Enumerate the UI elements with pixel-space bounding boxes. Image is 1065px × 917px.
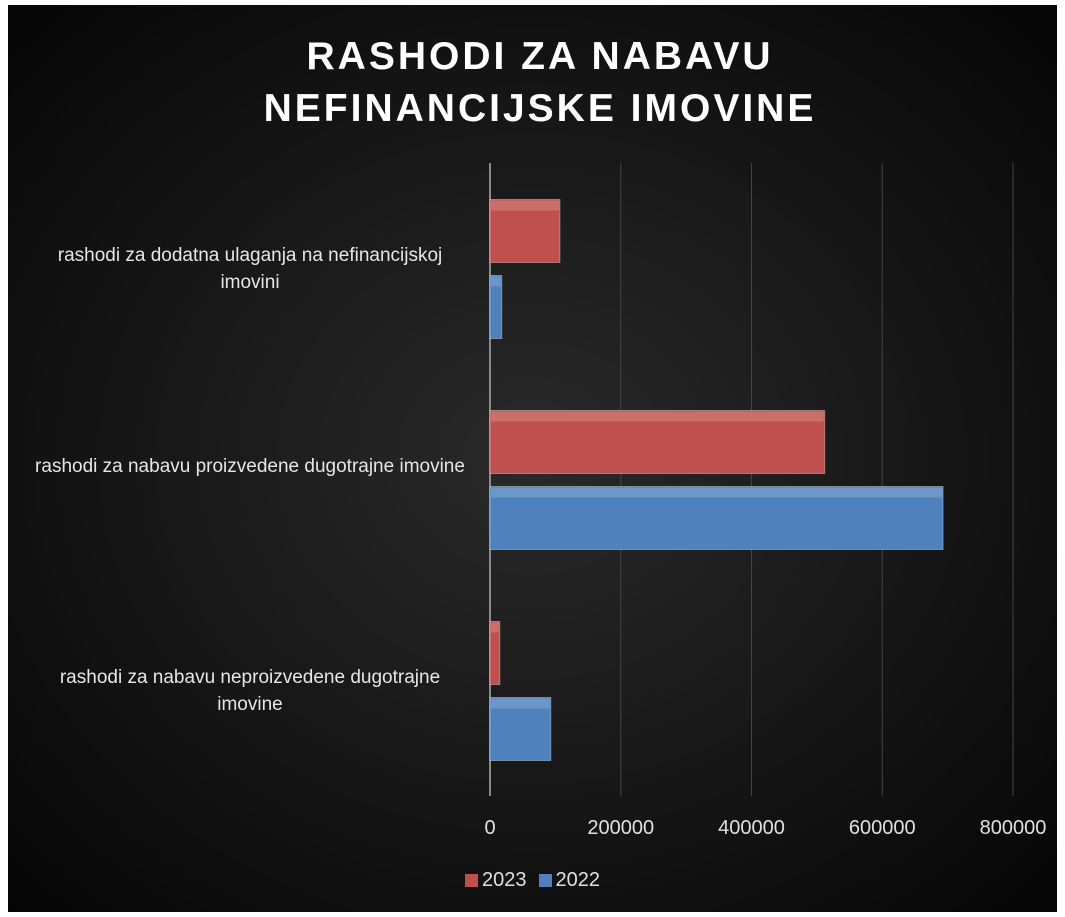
- category-label: rashodi za nabavu proizvedene dugotrajne…: [35, 455, 465, 477]
- legend-item: 2022: [538, 869, 601, 892]
- bar: [489, 486, 944, 550]
- bar-highlight: [491, 200, 559, 211]
- chart: RASHODI ZA NABAVU NEFINANCIJSKE IMOVINE …: [8, 5, 1057, 912]
- bar-highlight: [491, 411, 824, 422]
- legend-swatch: [465, 874, 478, 887]
- category-label: rashodi za dodatna ulaganja na nefinanci…: [57, 244, 443, 293]
- legend-swatch: [538, 874, 552, 887]
- x-tick-label: 200000: [587, 817, 655, 839]
- bar: [489, 697, 552, 761]
- bar-highlight: [491, 622, 499, 633]
- legend: 2023 2022: [8, 869, 1057, 892]
- bar-highlight: [491, 487, 943, 498]
- plot-area: [489, 163, 1014, 796]
- legend-label: 2023: [482, 869, 527, 891]
- legend-label: 2022: [555, 869, 601, 891]
- chart-title: RASHODI ZA NABAVU NEFINANCIJSKE IMOVINE: [263, 35, 817, 130]
- x-tick-label: 800000: [979, 817, 1047, 839]
- bar-highlight: [491, 276, 501, 287]
- legend-item: 2023: [465, 869, 527, 892]
- category-label: rashodi za nabavu neproizvedene dugotraj…: [59, 666, 441, 715]
- x-tick-label: 600000: [848, 817, 916, 839]
- bar: [489, 199, 561, 263]
- bar: [489, 621, 501, 685]
- bar: [489, 275, 503, 339]
- x-tick-label: 0: [484, 817, 496, 839]
- bar-highlight: [491, 698, 550, 709]
- bar: [489, 410, 826, 474]
- x-tick-label: 400000: [718, 817, 785, 839]
